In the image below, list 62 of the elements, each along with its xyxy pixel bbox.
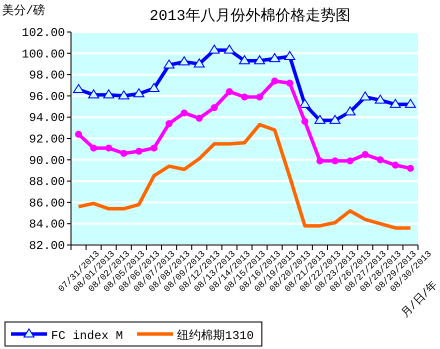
point bbox=[374, 94, 386, 104]
point bbox=[376, 156, 384, 164]
point bbox=[90, 144, 98, 152]
point bbox=[299, 98, 310, 108]
point bbox=[404, 98, 416, 108]
point bbox=[390, 98, 401, 108]
point bbox=[164, 60, 175, 69]
point bbox=[120, 150, 128, 157]
y-axis-title: 美分/磅 bbox=[2, 3, 46, 18]
point bbox=[208, 44, 220, 54]
point bbox=[105, 144, 112, 152]
point bbox=[241, 93, 248, 100]
y-tick-label: 92.00 bbox=[28, 132, 65, 146]
line-series bbox=[76, 122, 412, 230]
y-tick-label: 82.00 bbox=[28, 239, 65, 253]
y-tick-label: 102.00 bbox=[22, 26, 65, 40]
y-tick-label: 96.00 bbox=[28, 90, 65, 104]
point bbox=[135, 148, 142, 155]
point bbox=[314, 114, 326, 124]
y-tick-label: 90.00 bbox=[28, 154, 65, 168]
point bbox=[271, 77, 278, 84]
point bbox=[362, 150, 369, 158]
point bbox=[226, 88, 233, 96]
point bbox=[330, 114, 341, 124]
point bbox=[180, 109, 188, 116]
legend-label: 纽约棉期1310 bbox=[177, 329, 254, 343]
point bbox=[392, 162, 399, 169]
y-tick-label: 84.00 bbox=[28, 218, 65, 232]
point bbox=[360, 91, 371, 100]
point bbox=[332, 157, 339, 164]
point bbox=[239, 55, 250, 64]
point bbox=[73, 84, 84, 94]
point bbox=[256, 93, 264, 100]
legend-label: FC index M bbox=[51, 329, 124, 343]
point bbox=[254, 55, 266, 64]
point bbox=[224, 44, 235, 54]
point bbox=[269, 53, 280, 62]
point bbox=[316, 157, 324, 164]
point bbox=[346, 157, 354, 164]
point bbox=[406, 164, 414, 172]
point bbox=[194, 58, 205, 68]
y-tick-label: 98.00 bbox=[28, 68, 65, 83]
point bbox=[148, 82, 160, 92]
chart-title: 2013年八月份外棉价格走势图 bbox=[149, 7, 351, 25]
point bbox=[178, 56, 190, 66]
point bbox=[88, 89, 100, 98]
point bbox=[344, 106, 356, 116]
point bbox=[75, 130, 82, 138]
point bbox=[210, 104, 218, 112]
point bbox=[103, 89, 114, 98]
y-tick-label: 94.00 bbox=[28, 111, 65, 126]
point bbox=[301, 118, 308, 125]
point bbox=[286, 80, 294, 87]
y-tick-label: 100.00 bbox=[22, 47, 65, 62]
point bbox=[196, 114, 203, 122]
point bbox=[284, 50, 296, 60]
y-tick-label: 86.00 bbox=[28, 196, 65, 210]
y-tick-label: 88.00 bbox=[28, 175, 65, 190]
point bbox=[118, 90, 130, 100]
point bbox=[133, 88, 144, 98]
point bbox=[166, 120, 173, 128]
point bbox=[150, 144, 158, 152]
